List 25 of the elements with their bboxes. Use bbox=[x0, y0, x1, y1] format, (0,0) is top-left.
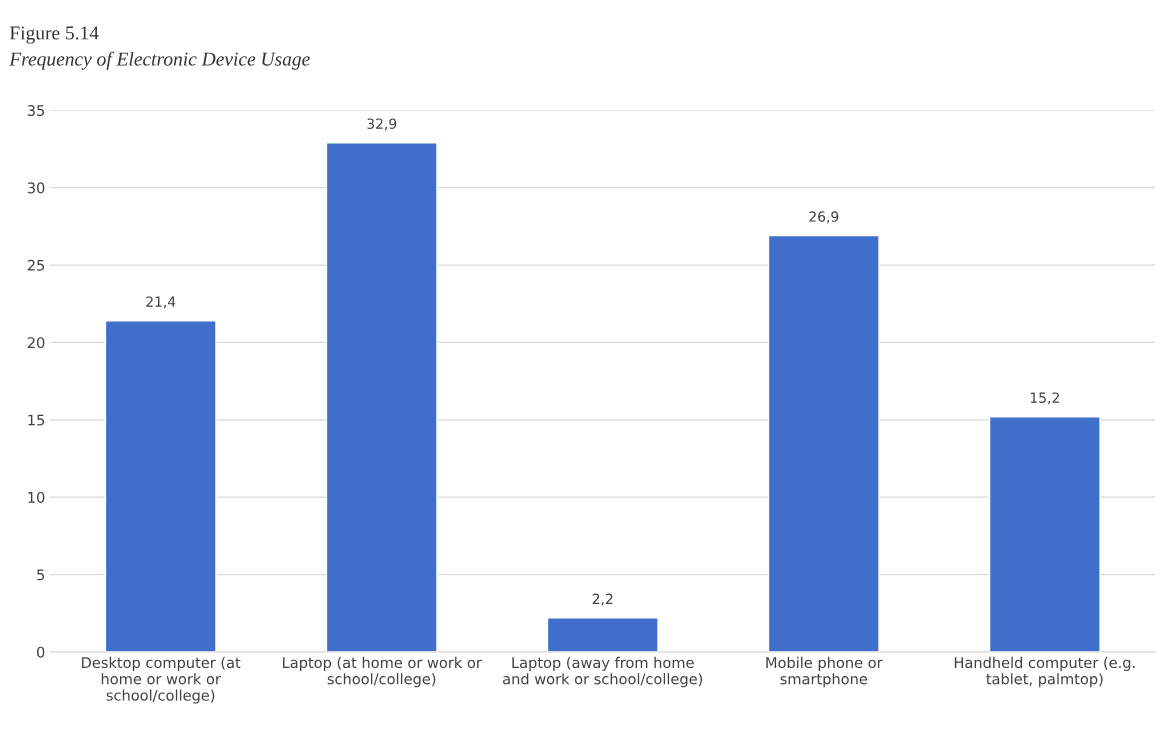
bar bbox=[546, 617, 659, 652]
y-tick-label: 35 bbox=[27, 104, 45, 117]
bar bbox=[988, 416, 1101, 652]
x-tick-label: Laptop (at home or work or school/college) bbox=[283, 656, 482, 688]
bar bbox=[325, 142, 438, 652]
x-tick-label: Mobile phone or smartphone bbox=[766, 656, 883, 688]
data-label: 21,4 bbox=[146, 296, 176, 309]
bar bbox=[104, 320, 217, 652]
y-tick-label: 30 bbox=[27, 182, 45, 194]
y-tick-label: 25 bbox=[27, 259, 45, 271]
y-tick-label: 5 bbox=[37, 569, 45, 581]
chart-subtitle: Frequency of Electronic Device Usage bbox=[9, 51, 310, 70]
y-tick-label: 0 bbox=[37, 646, 45, 658]
data-label: 32,9 bbox=[367, 118, 397, 131]
y-tick-label: 20 bbox=[27, 337, 45, 349]
x-tick-label: Desktop computer (at home or work or school/college) bbox=[82, 656, 241, 704]
data-label: 15,2 bbox=[1030, 392, 1059, 405]
bar bbox=[767, 234, 880, 652]
x-tick-label: Handheld computer (e.g. tablet, palmtop) bbox=[954, 656, 1135, 688]
chart-title: Figure 5.14 bbox=[9, 26, 99, 44]
data-label: 26,9 bbox=[809, 211, 839, 224]
y-tick-label: 10 bbox=[28, 491, 45, 503]
x-tick-label: Laptop (away from home and work or school/college) bbox=[503, 656, 703, 688]
y-tick-label: 15 bbox=[28, 414, 45, 426]
data-label: 2,2 bbox=[592, 593, 613, 606]
